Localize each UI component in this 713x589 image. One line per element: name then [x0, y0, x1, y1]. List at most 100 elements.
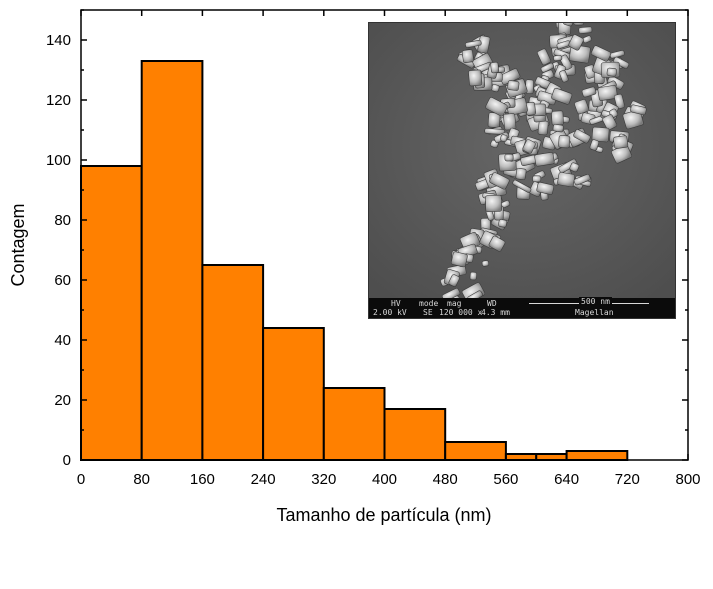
- particle-grain: [461, 49, 474, 64]
- particle-grain: [536, 182, 555, 195]
- particle-grain: [581, 86, 597, 98]
- particle-grain: [568, 34, 584, 51]
- y-tick-label: 20: [54, 392, 71, 409]
- particle-grain: [485, 97, 508, 117]
- particle-grain: [522, 139, 536, 154]
- y-tick-label: 100: [46, 152, 71, 169]
- histogram-bar: [504, 453, 538, 461]
- particle-grain: [591, 126, 610, 143]
- instrument-label: Magellan: [575, 308, 614, 317]
- scale-label: 500 nm: [579, 297, 612, 306]
- x-tick-label: 240: [251, 471, 276, 488]
- x-tick-label: 320: [311, 471, 336, 488]
- mode-label: mode: [419, 299, 439, 308]
- particle-grain: [534, 152, 555, 167]
- particle-grain: [481, 260, 490, 267]
- particle-grain: [557, 172, 576, 188]
- x-tick-label: 480: [433, 471, 458, 488]
- x-tick-label: 160: [190, 471, 215, 488]
- particle-grain: [558, 135, 571, 149]
- particle-grain: [573, 23, 585, 26]
- particle-grain: [551, 110, 564, 126]
- particle-grain: [578, 26, 593, 34]
- particle-grain: [498, 219, 508, 228]
- particle-grain: [589, 139, 600, 151]
- particle-grain: [590, 45, 612, 62]
- particle-grain: [489, 172, 510, 190]
- particle-grain: [552, 123, 564, 133]
- particle-grain: [609, 50, 625, 59]
- particle-grain: [613, 93, 625, 110]
- particle-grain: [448, 274, 460, 287]
- histogram-bar: [444, 441, 507, 461]
- wd-label: WD: [487, 299, 497, 308]
- particle-grain: [532, 175, 542, 183]
- particle-grain: [551, 87, 573, 105]
- particle-grain: [469, 271, 478, 281]
- x-tick-label: 80: [133, 471, 150, 488]
- particle-grain: [484, 128, 506, 135]
- particle-grain: [488, 235, 506, 252]
- x-tick-label: 800: [675, 471, 700, 488]
- particle-grain: [515, 167, 527, 181]
- particle-grain: [504, 153, 514, 162]
- particle-grain: [569, 162, 580, 173]
- particle-grain: [450, 251, 468, 268]
- x-axis-title: Tamanho de partícula (nm): [276, 505, 491, 525]
- particle-agglomerate: [440, 23, 647, 298]
- y-tick-label: 120: [46, 92, 71, 109]
- bars-group: [80, 60, 629, 461]
- particle-grain: [606, 67, 617, 77]
- sem-micrograph-inset: HV 2.00 kV mode SE mag 120 000 x WD 4.3 …: [368, 22, 676, 319]
- y-tick-label: 60: [54, 272, 71, 289]
- particle-grain: [485, 194, 503, 213]
- particle-grain: [553, 55, 563, 62]
- histogram-bar: [565, 450, 629, 461]
- sem-image: [369, 23, 675, 298]
- mag-label: mag: [447, 299, 462, 308]
- particle-grain: [490, 61, 500, 74]
- particle-grain: [573, 174, 591, 186]
- particle-grain: [597, 85, 618, 101]
- histogram-bar: [535, 453, 568, 461]
- histogram-bar: [201, 264, 265, 461]
- histogram-bar: [383, 408, 447, 461]
- y-axis: 0 20 40 60 80 100 120 140: [46, 9, 688, 469]
- particle-grain: [559, 54, 573, 71]
- particle-grain: [441, 287, 461, 298]
- hv-label: HV: [391, 299, 401, 308]
- particle-grain: [559, 70, 569, 83]
- x-tick-label: 640: [554, 471, 579, 488]
- histogram-bar: [262, 327, 325, 461]
- x-axis: 0 80 160 240 320 400 480 560 640 720 800: [77, 10, 701, 488]
- x-tick-label: 400: [372, 471, 397, 488]
- y-axis-title: Contagem: [8, 203, 28, 286]
- hv-value: 2.00 kV: [373, 308, 407, 317]
- particle-grain: [500, 134, 508, 142]
- particle-grain: [613, 135, 629, 149]
- y-tick-label: 0: [63, 452, 71, 469]
- histogram-bar: [322, 387, 386, 461]
- sem-databar: HV 2.00 kV mode SE mag 120 000 x WD 4.3 …: [369, 297, 675, 318]
- wd-value: 4.3 mm: [481, 308, 510, 317]
- particle-grain: [573, 129, 591, 144]
- x-tick-label: 560: [493, 471, 518, 488]
- x-tick-label: 720: [615, 471, 640, 488]
- particle-grain: [630, 104, 647, 116]
- particle-grain: [512, 179, 532, 193]
- x-tick-label: 0: [77, 471, 85, 488]
- particle-grain: [602, 114, 618, 131]
- particle-grain: [465, 39, 482, 48]
- particle-grain: [503, 113, 517, 131]
- particle-grain: [468, 69, 483, 87]
- particle-grain: [467, 290, 483, 298]
- mag-value: 120 000 x: [439, 308, 483, 317]
- particle-grain: [507, 80, 520, 91]
- particle-grain: [537, 48, 552, 66]
- particle-grain: [537, 120, 549, 136]
- mode-value: SE: [423, 308, 433, 317]
- y-tick-label: 80: [54, 212, 71, 229]
- y-tick-label: 140: [46, 32, 71, 49]
- histogram-bar: [140, 60, 204, 461]
